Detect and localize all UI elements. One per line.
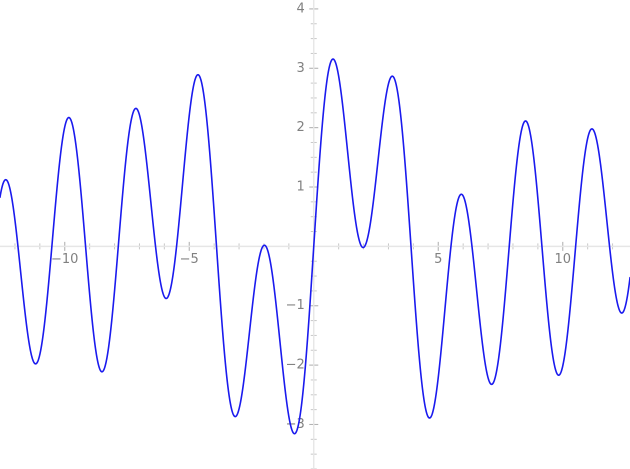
y-tick-label: 3 — [296, 61, 304, 76]
x-tick-label: −10 — [51, 252, 78, 267]
y-tick-labels-group: −3 −2 −1 1 2 3 4 — [286, 1, 305, 432]
series-line-fx — [0, 58, 630, 435]
x-tick-labels-group: −10 −5 5 10 — [51, 252, 571, 267]
x-tick-label: 5 — [434, 252, 442, 267]
y-tick-label: 2 — [296, 120, 304, 135]
y-tick-label: −1 — [286, 298, 305, 313]
x-tick-label: 10 — [554, 252, 571, 267]
y-tick-label: −2 — [286, 358, 305, 373]
x-tick-label: −5 — [180, 252, 199, 267]
y-tick-label: −3 — [286, 417, 305, 432]
y-tick-label: 4 — [296, 1, 304, 16]
y-tick-label: 1 — [296, 180, 304, 195]
